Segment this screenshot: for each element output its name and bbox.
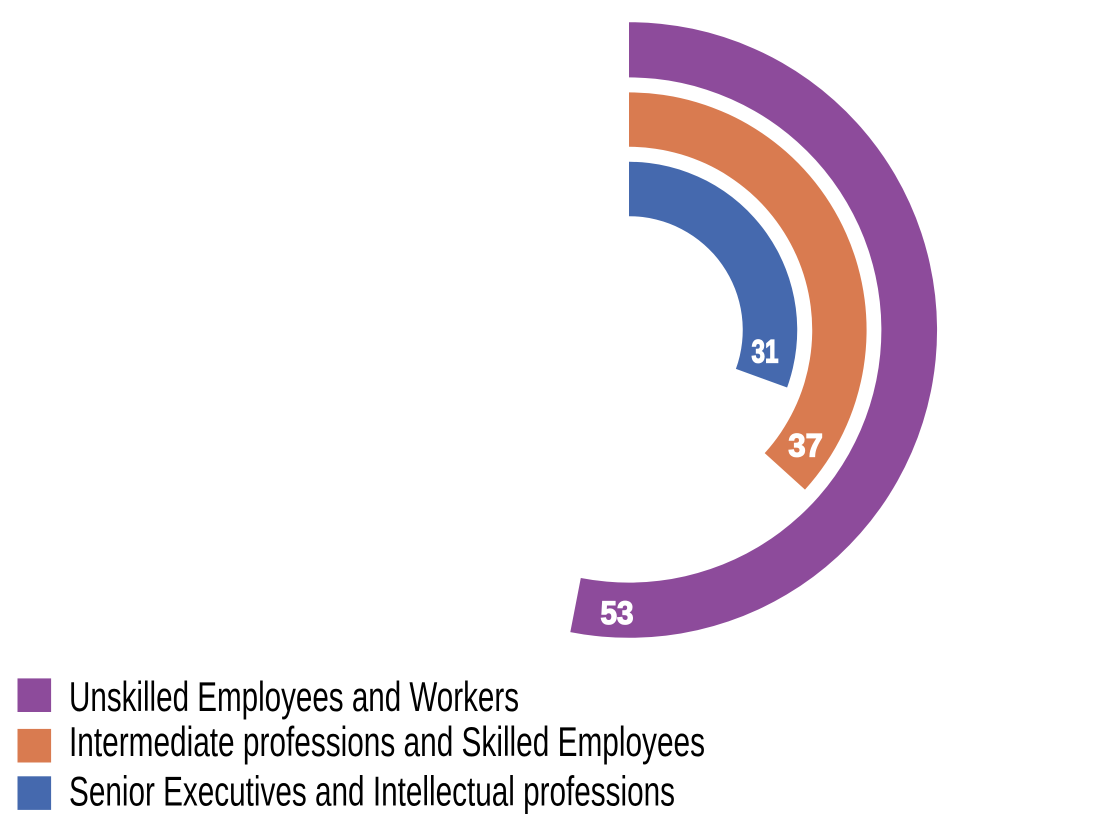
svg-text:Senior Executives and Intellec: Senior Executives and Intellectual profe… <box>69 768 675 815</box>
svg-text:31: 31 <box>752 334 779 370</box>
svg-text:Unskilled Employees and Worker: Unskilled Employees and Workers <box>69 673 519 720</box>
svg-text:53: 53 <box>601 595 634 631</box>
svg-text:37: 37 <box>788 428 823 464</box>
svg-text:Intermediate professions and S: Intermediate professions and Skilled Emp… <box>69 718 705 765</box>
